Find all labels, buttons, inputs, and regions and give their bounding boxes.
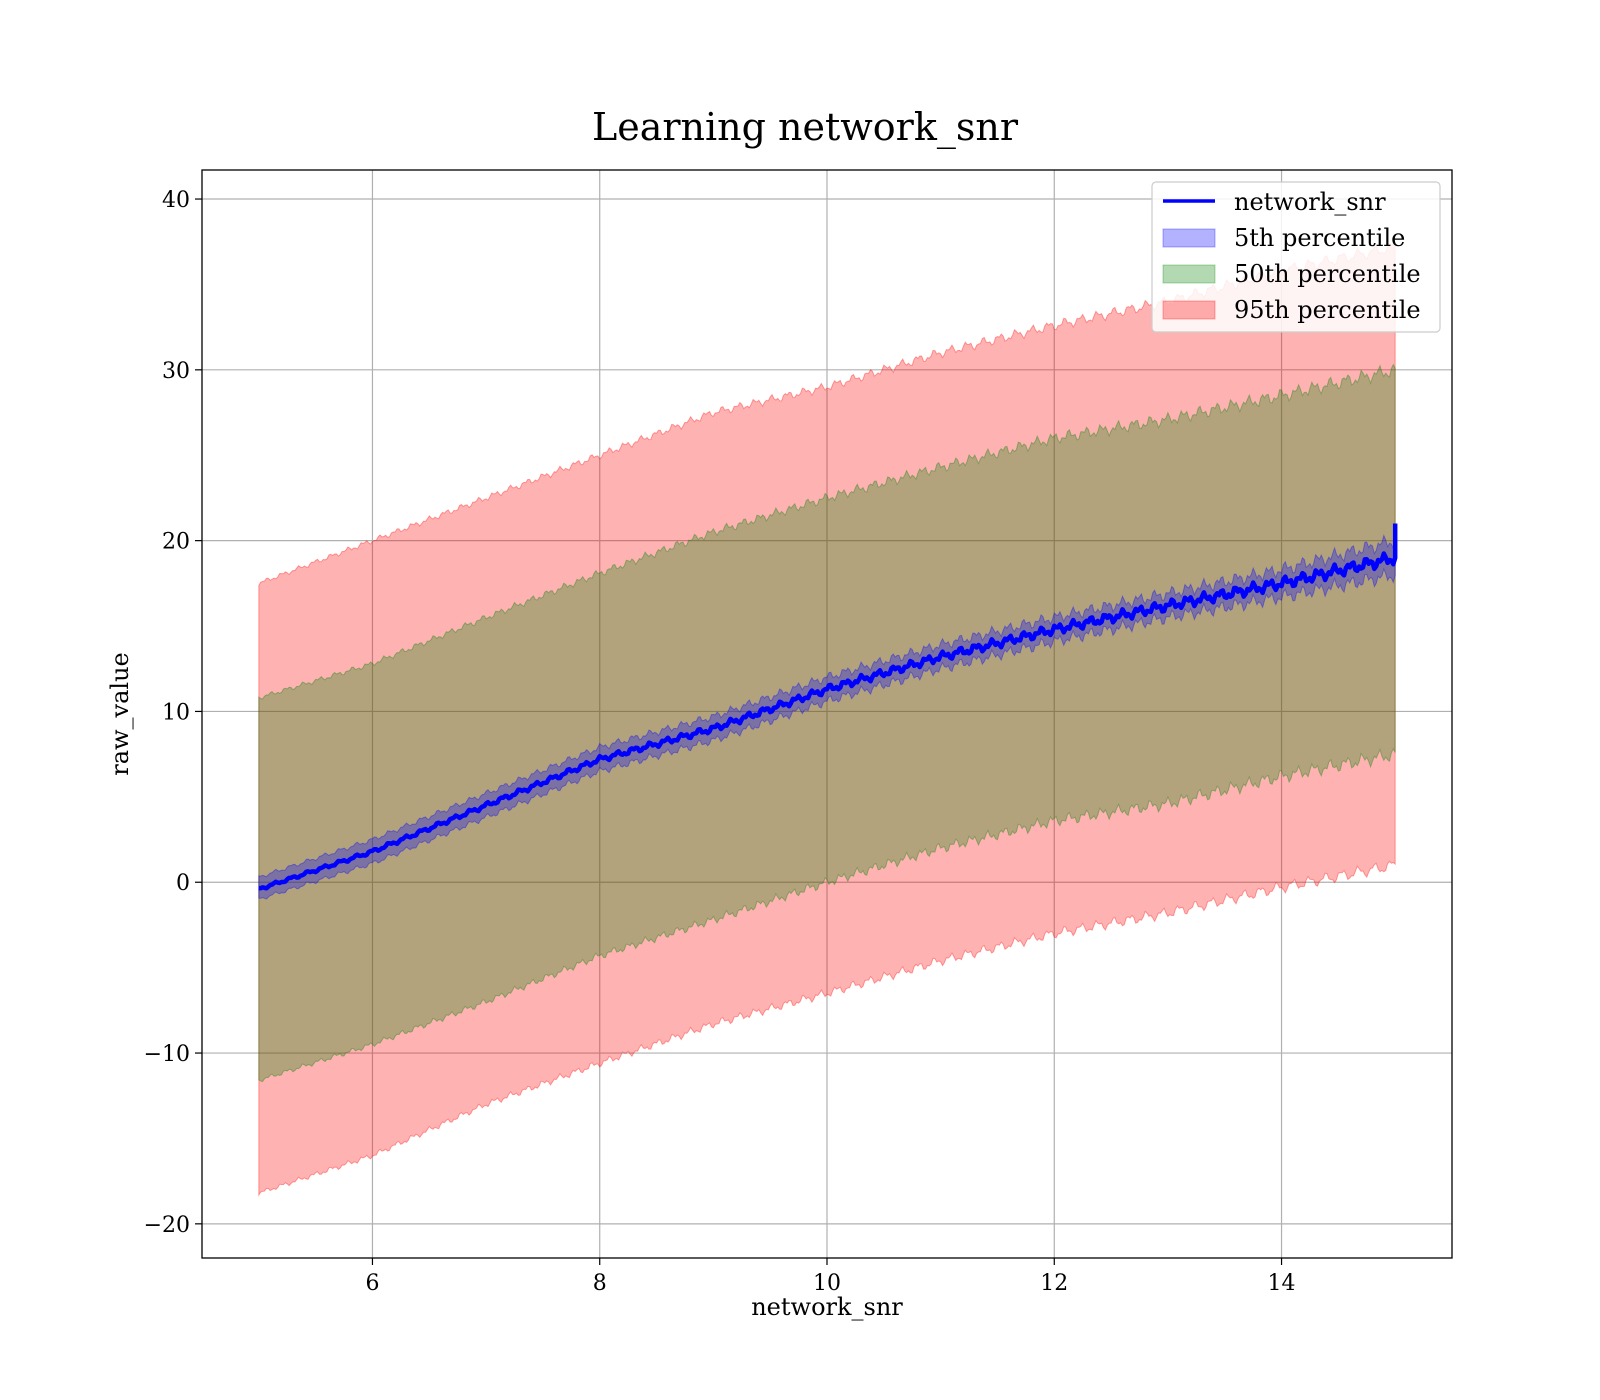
x-tick-label: 12 bbox=[1040, 1271, 1068, 1296]
band-5th-percentile bbox=[258, 533, 1396, 900]
y-tick-label: −20 bbox=[144, 1213, 190, 1238]
y-tick-label: 0 bbox=[176, 871, 190, 896]
line-network-snr bbox=[258, 523, 1398, 891]
y-tick-label: 30 bbox=[162, 359, 190, 384]
y-axis-label: raw_value bbox=[106, 652, 134, 776]
legend-label-50th: 50th percentile bbox=[1234, 260, 1421, 288]
percentile-bands bbox=[258, 242, 1396, 1197]
x-tick-label: 8 bbox=[593, 1271, 607, 1296]
band-95th-percentile bbox=[258, 242, 1396, 1197]
x-tick-label: 6 bbox=[365, 1271, 379, 1296]
band-50th-percentile bbox=[258, 363, 1396, 1083]
legend-label-95th: 95th percentile bbox=[1234, 296, 1421, 324]
legend-swatch-95th bbox=[1162, 300, 1216, 320]
y-tick-label: 20 bbox=[162, 530, 190, 555]
y-axis-ticks: −20 −10 0 10 20 30 40 bbox=[144, 188, 202, 1238]
legend-label-network-snr: network_snr bbox=[1234, 188, 1386, 216]
x-tick-label: 14 bbox=[1268, 1271, 1296, 1296]
legend-swatch-50th bbox=[1162, 264, 1216, 284]
legend-swatch-5th bbox=[1162, 228, 1216, 248]
y-tick-label: 40 bbox=[162, 188, 190, 213]
series-lines bbox=[258, 523, 1398, 891]
legend: network_snr 5th percentile 50th percenti… bbox=[1151, 181, 1441, 333]
x-axis-ticks: 6 8 10 12 14 bbox=[365, 1258, 1296, 1296]
y-tick-label: −10 bbox=[144, 1042, 190, 1067]
x-tick-label: 10 bbox=[813, 1271, 841, 1296]
y-tick-label: 10 bbox=[162, 700, 190, 725]
grid-lines bbox=[202, 170, 1452, 1258]
legend-box bbox=[1151, 181, 1441, 333]
x-axis-label: network_snr bbox=[751, 1293, 903, 1321]
chart-title: Learning network_snr bbox=[592, 105, 1019, 150]
legend-label-5th: 5th percentile bbox=[1234, 224, 1405, 252]
